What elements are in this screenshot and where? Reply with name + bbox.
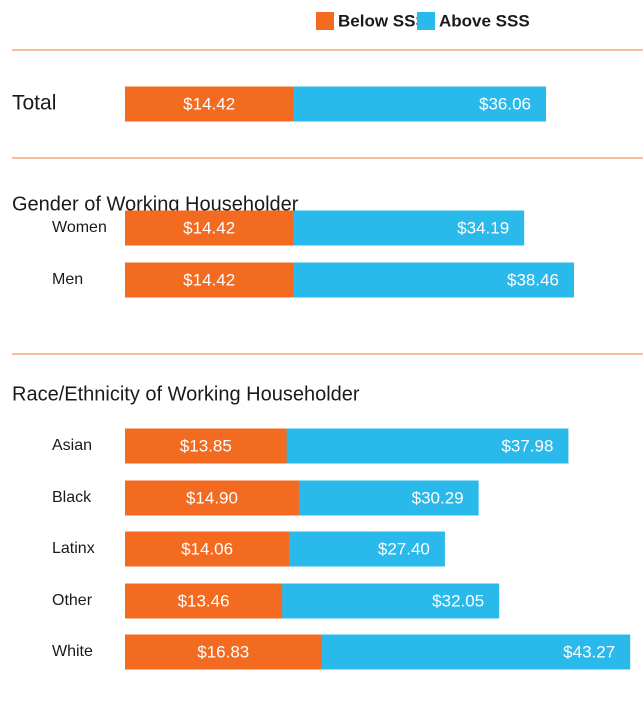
bar bbox=[125, 634, 322, 670]
legend-swatch bbox=[417, 12, 435, 30]
value-label: $36.06 bbox=[479, 94, 531, 113]
bar bbox=[125, 531, 290, 567]
value-label: $14.42 bbox=[183, 270, 235, 289]
value-label: $37.98 bbox=[501, 436, 553, 455]
category-label: Women bbox=[52, 219, 107, 236]
bar bbox=[125, 86, 294, 122]
bar bbox=[125, 583, 283, 619]
value-label: $32.05 bbox=[432, 591, 484, 610]
value-label: $13.46 bbox=[178, 591, 230, 610]
value-label: $43.27 bbox=[563, 642, 615, 661]
value-label: $30.29 bbox=[412, 488, 464, 507]
category-label: White bbox=[52, 643, 93, 660]
value-label: $14.42 bbox=[183, 94, 235, 113]
value-label: $34.19 bbox=[457, 218, 509, 237]
value-label: $38.46 bbox=[507, 270, 559, 289]
category-label: Men bbox=[52, 271, 83, 288]
category-label: Black bbox=[52, 489, 92, 506]
value-label: $14.90 bbox=[186, 488, 238, 507]
legend-label: Below SSS bbox=[338, 11, 427, 30]
value-label: $13.85 bbox=[180, 436, 232, 455]
bar bbox=[125, 480, 299, 516]
category-label: Asian bbox=[52, 437, 92, 454]
category-label: Latinx bbox=[52, 540, 95, 557]
group-title: Race/Ethnicity of Working Householder bbox=[12, 383, 360, 405]
legend-swatch bbox=[316, 12, 334, 30]
value-label: $14.06 bbox=[181, 539, 233, 558]
value-label: $14.42 bbox=[183, 218, 235, 237]
bar bbox=[125, 210, 294, 246]
legend-label: Above SSS bbox=[439, 11, 530, 30]
value-label: $16.83 bbox=[197, 642, 249, 661]
bar bbox=[125, 262, 294, 298]
bar bbox=[125, 428, 287, 464]
category-label: Total bbox=[12, 92, 56, 115]
category-label: Other bbox=[52, 592, 93, 609]
value-label: $27.40 bbox=[378, 539, 430, 558]
group-title: Gender of Working Householder bbox=[12, 193, 299, 215]
